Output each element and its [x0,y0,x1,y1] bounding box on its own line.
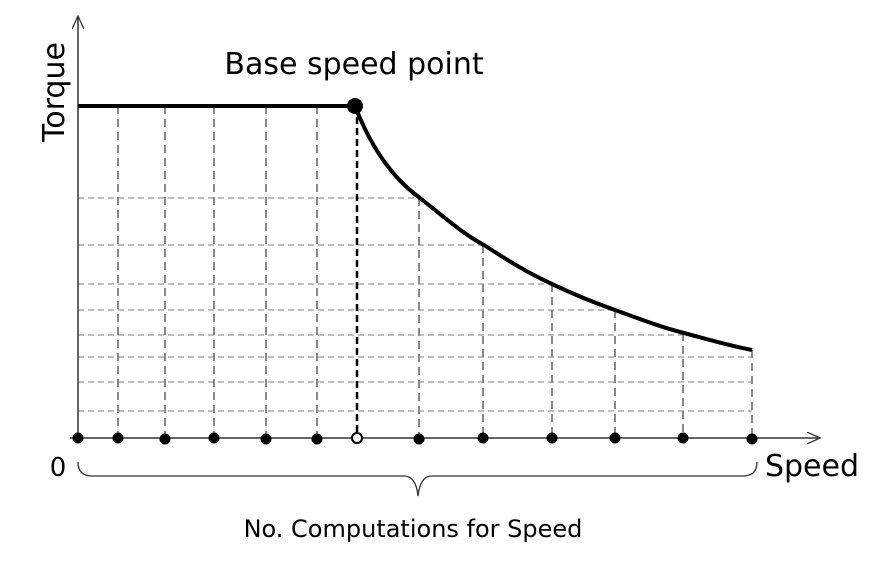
horizontal-grid [78,197,752,412]
speed-points [72,432,758,445]
base-speed-point [351,432,363,444]
vertical-grid [117,106,753,438]
torque-curve [78,104,753,352]
x-axis-label: Speed [765,449,859,484]
annotation: Base speed point [224,47,484,82]
base-point [347,98,363,114]
brace-label: No. Computations for Speed [244,515,583,543]
brace [77,461,758,497]
y-axis-label: Torque [37,42,72,143]
origin-label: 0 [50,453,67,483]
